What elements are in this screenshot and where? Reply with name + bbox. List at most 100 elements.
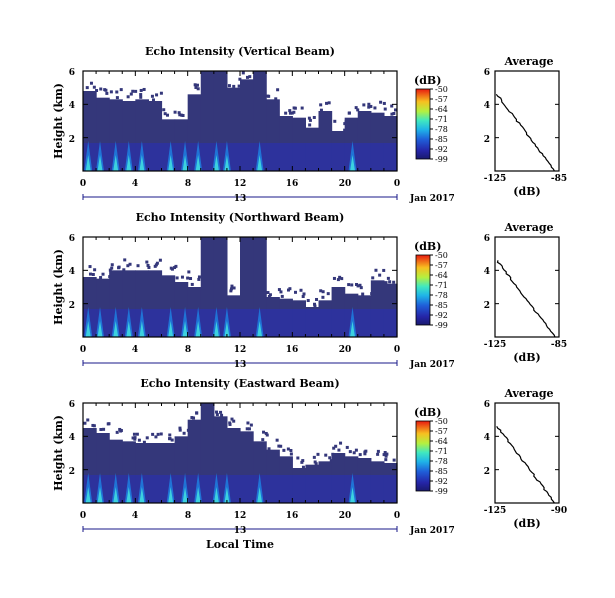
- echo-speckle: [347, 111, 351, 115]
- colorbar-tick-label: -78: [435, 291, 448, 300]
- echo-speckle: [374, 268, 378, 272]
- echo-speckle: [195, 411, 199, 415]
- echo-streak-core: [139, 321, 145, 337]
- y-tick-label: 4: [69, 101, 75, 111]
- echo-speckle: [119, 88, 123, 92]
- echo-speckle: [358, 283, 362, 287]
- x-tick-label: 8: [185, 511, 191, 521]
- colorbar-tick-label: -57: [435, 95, 448, 104]
- echo-speckle: [88, 272, 92, 276]
- echo-streak-core: [97, 487, 103, 503]
- average-profile-line: [496, 426, 555, 504]
- echo-speckle: [89, 81, 93, 85]
- echo-speckle: [307, 116, 311, 120]
- echo-speckle: [394, 108, 398, 112]
- average-x-tick: -85: [551, 174, 567, 184]
- echo-speckle: [133, 436, 137, 440]
- echo-speckle: [123, 258, 127, 262]
- colorbar: -50-57-64-71-78-85-92-99: [415, 85, 448, 164]
- x-tick-label: 12: [234, 345, 247, 355]
- echo-speckle: [384, 454, 388, 458]
- echo-streak-core: [113, 155, 119, 171]
- echo-speckle: [290, 111, 294, 115]
- echo-speckle: [99, 428, 103, 432]
- average-frame: [494, 236, 560, 338]
- echo-speckle: [178, 428, 182, 432]
- date-month-label: Jan 2017: [409, 360, 455, 370]
- echo-speckle: [154, 263, 158, 267]
- echo-speckle: [319, 103, 323, 107]
- echo-speckle: [277, 288, 281, 292]
- echo-speckle: [101, 272, 105, 276]
- echo-speckle: [321, 295, 325, 299]
- echo-speckle: [392, 280, 396, 284]
- echo-speckle: [383, 451, 387, 455]
- colorbar-tick-label: -99: [435, 321, 448, 330]
- y-tick-label: 4: [69, 267, 75, 277]
- echo-speckle: [147, 265, 151, 269]
- echo-speckle: [228, 421, 232, 425]
- echo-speckle: [361, 292, 365, 296]
- colorbar-tick-label: -92: [435, 145, 448, 154]
- echo-speckle: [128, 262, 132, 266]
- colorbar-unit: (dB): [414, 240, 441, 253]
- average-y-tick: 2: [484, 135, 490, 145]
- x-tick-label: 12: [234, 511, 247, 521]
- average-profile-line: [495, 93, 555, 172]
- echo-speckle: [314, 462, 318, 466]
- echo-speckle: [186, 276, 190, 280]
- echo-speckle: [340, 277, 344, 281]
- echo-speckle: [178, 113, 182, 117]
- echo-speckle: [197, 275, 201, 279]
- echo-speckle: [142, 87, 146, 91]
- echo-speckle: [219, 410, 223, 414]
- colorbar: -50-57-64-71-78-85-92-99: [415, 417, 448, 496]
- echo-speckle: [383, 107, 387, 111]
- colorbar-tick-label: -92: [435, 311, 448, 320]
- echo-streak-core: [85, 487, 91, 503]
- colorbar-tick-label: -85: [435, 301, 448, 310]
- echo-speckle: [367, 102, 371, 106]
- echo-streak-core: [97, 155, 103, 171]
- echo-speckle: [373, 106, 377, 110]
- echo-speckle: [312, 115, 316, 119]
- echo-speckle: [192, 416, 196, 420]
- echo-speckle: [178, 426, 182, 430]
- echo-streak-core: [224, 321, 230, 337]
- echo-speckle: [376, 452, 380, 456]
- echo-speckle: [115, 90, 119, 94]
- echo-speckle: [132, 432, 136, 436]
- average-title: Average: [503, 221, 553, 234]
- echo-speckle: [229, 287, 233, 291]
- echo-speckle: [159, 432, 163, 436]
- echo-speckle: [308, 118, 312, 122]
- echo-speckle: [316, 452, 320, 456]
- echo-speckle: [334, 444, 338, 448]
- average-x-label: (dB): [513, 351, 540, 364]
- average-x-tick: -125: [484, 174, 507, 184]
- echo-speckle: [337, 448, 341, 452]
- colorbar-tick-label: -50: [435, 251, 448, 260]
- echo-speckle: [356, 108, 360, 112]
- echo-speckle: [227, 84, 231, 88]
- echo-speckle: [91, 272, 95, 276]
- echo-streak-core: [195, 155, 201, 171]
- echo-speckle: [326, 292, 330, 296]
- echo-streak-core: [195, 487, 201, 503]
- echo-speckle: [166, 113, 169, 117]
- date-day-label: 13: [234, 360, 247, 370]
- echo-speckle: [177, 111, 181, 115]
- echo-speckle: [241, 71, 245, 75]
- echo-speckle: [189, 277, 193, 281]
- echo-speckle: [321, 290, 325, 294]
- echo-streak-core: [213, 321, 219, 337]
- y-tick-label: 6: [69, 234, 75, 244]
- average-x-label: (dB): [513, 517, 540, 530]
- panel-title: Echo Intensity (Northward Beam): [136, 211, 345, 224]
- echo-speckle: [367, 105, 371, 109]
- heatmap-plot: [82, 402, 398, 504]
- echo-speckle: [289, 448, 293, 452]
- echo-streak-core: [126, 155, 132, 171]
- echo-speckle: [262, 430, 266, 434]
- echo-speckle: [99, 87, 103, 91]
